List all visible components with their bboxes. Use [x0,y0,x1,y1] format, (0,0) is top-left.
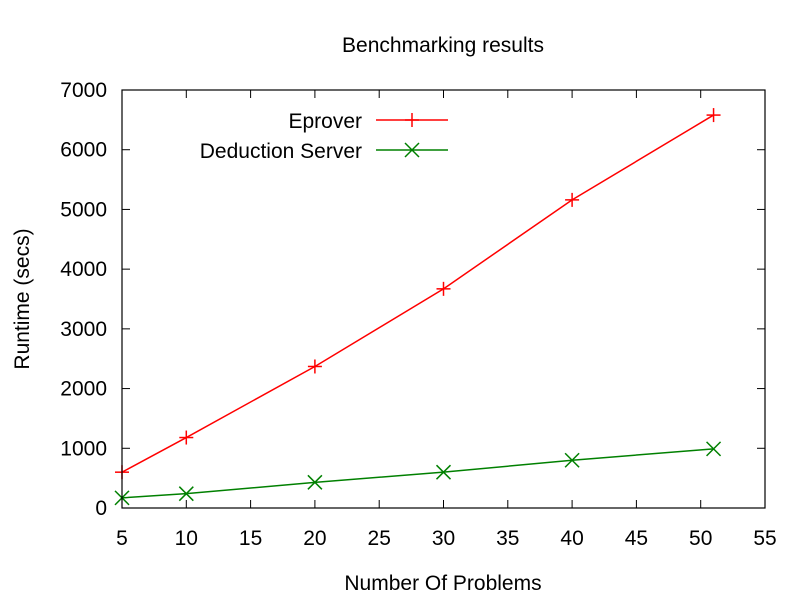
data-point-eprover [436,281,451,296]
data-point-eprover [307,359,322,374]
x-tick-label: 15 [239,527,262,550]
marker-stroke [307,474,323,490]
data-point-deduction-server [307,474,323,490]
y-tick-label: 0 [95,497,107,520]
y-tick-label: 6000 [60,139,107,162]
y-tick-label: 7000 [60,79,107,102]
marker-stroke [435,464,452,480]
x-tick-label: 25 [368,527,391,550]
plot-frame [121,89,766,509]
legend-marker-eprover [405,113,419,127]
data-point-deduction-server [435,464,452,480]
data-point-eprover [179,430,194,445]
data-point-deduction-server [564,452,580,468]
marker-stroke [564,452,580,468]
y-tick-label: 1000 [60,437,107,460]
x-tick-label: 50 [689,527,712,550]
y-tick-label: 5000 [60,198,107,221]
x-tick-label: 45 [625,527,648,550]
series-line-eprover [121,114,714,473]
x-tick-label: 35 [496,527,519,550]
marker-stroke [178,486,194,502]
x-tick-label: 40 [560,527,583,550]
series-lines [114,108,722,506]
series-line-deduction-server [121,448,714,499]
marker-stroke [404,142,420,158]
x-tick-label: 10 [175,527,198,550]
y-tick-label: 4000 [60,258,107,281]
data-point-deduction-server [178,486,194,502]
legend-label-deduction-server: Deduction Server [200,140,362,163]
legend-label-eprover: Eprover [288,110,362,133]
y-tick-label: 2000 [60,378,107,401]
data-point-eprover [565,192,580,207]
data-point-deduction-server [706,441,722,457]
x-axis-label: Number Of Problems [344,572,541,595]
x-tick-label: 5 [116,527,128,550]
x-tick-label: 55 [753,527,776,550]
axes: 5 10 15 20 25 30 35 40 45 50 55 0 1000 2000 3000 4000 50… [60,79,776,550]
legend-marker-deduction-server [404,142,420,158]
x-tick-label: 30 [432,527,455,550]
marker-stroke [706,441,722,457]
chart-title: Benchmarking results [342,34,544,57]
legend: Eprover Deduction Server [200,110,448,163]
data-point-eprover [706,108,721,123]
y-axis-label: Runtime (secs) [11,228,34,369]
x-tick-label: 20 [303,527,326,550]
y-tick-label: 3000 [60,318,107,341]
